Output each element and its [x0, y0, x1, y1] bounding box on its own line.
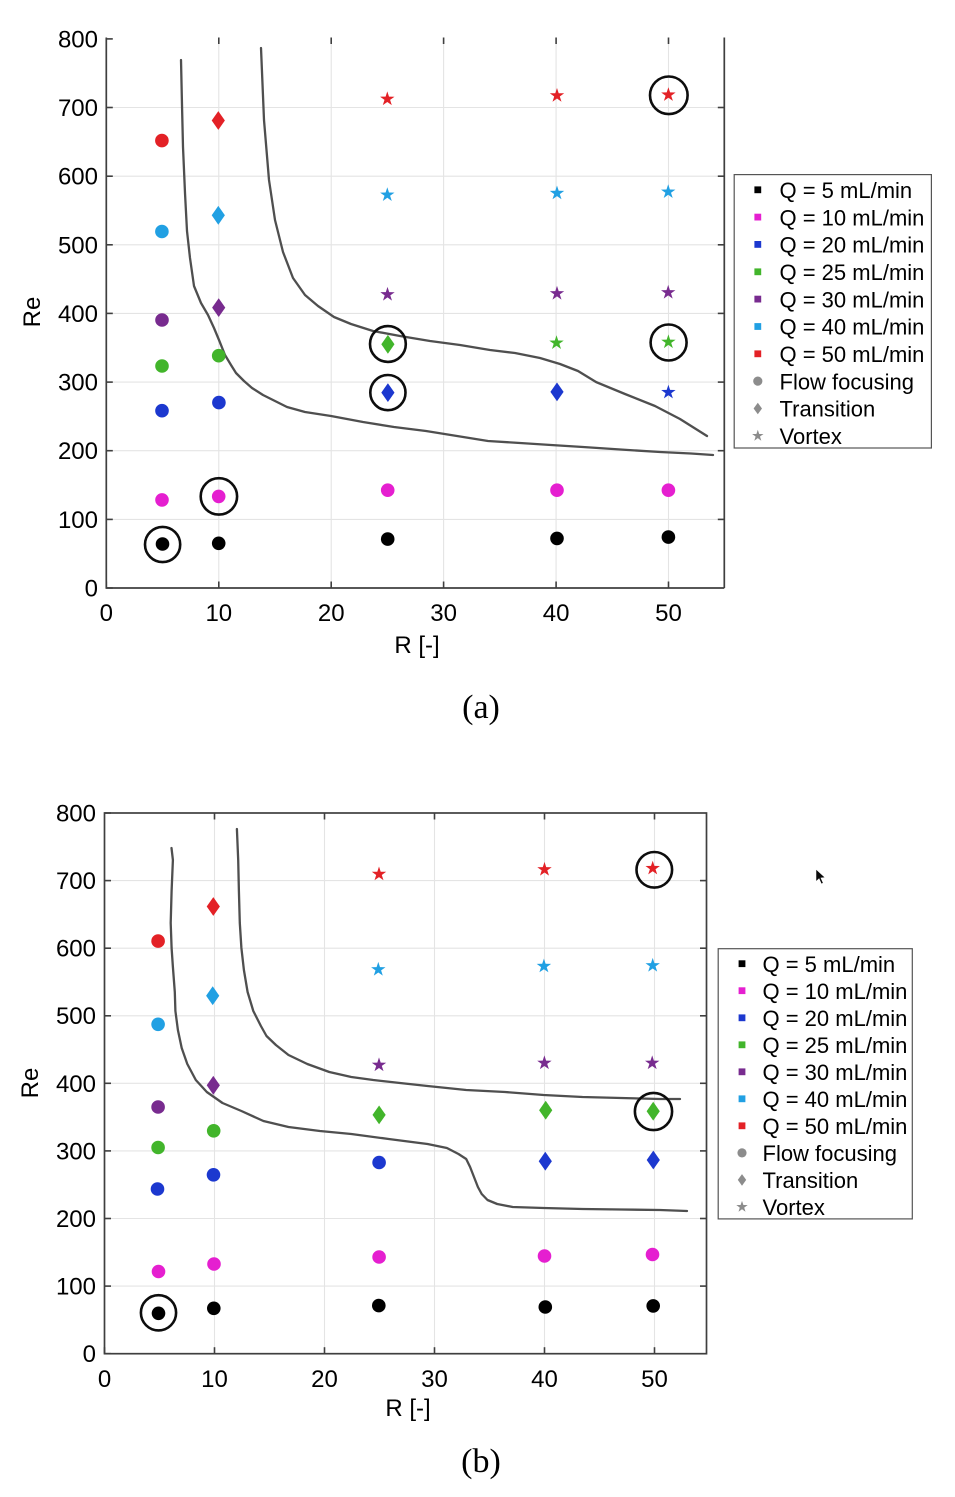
svg-text:700: 700 [56, 868, 96, 895]
svg-text:30: 30 [430, 600, 457, 627]
svg-text:Q = 25 mL/min: Q = 25 mL/min [780, 260, 925, 285]
svg-text:0: 0 [98, 1366, 111, 1393]
svg-text:Q = 20 mL/min: Q = 20 mL/min [763, 1006, 908, 1031]
svg-text:100: 100 [56, 1274, 96, 1301]
svg-text:400: 400 [58, 301, 98, 328]
svg-text:600: 600 [56, 936, 96, 963]
svg-text:30: 30 [421, 1366, 448, 1393]
svg-text:Q = 40 mL/min: Q = 40 mL/min [780, 315, 925, 340]
svg-text:700: 700 [58, 95, 98, 122]
svg-text:(b): (b) [461, 1443, 501, 1480]
svg-text:50: 50 [655, 600, 682, 627]
svg-text:Flow focusing: Flow focusing [763, 1141, 898, 1166]
svg-text:600: 600 [58, 164, 98, 191]
svg-text:Q = 30 mL/min: Q = 30 mL/min [780, 287, 925, 312]
svg-text:20: 20 [318, 600, 345, 627]
svg-text:0: 0 [100, 600, 113, 627]
svg-text:10: 10 [205, 600, 232, 627]
svg-text:R [-]: R [-] [385, 1395, 430, 1422]
svg-text:300: 300 [58, 370, 98, 397]
svg-text:40: 40 [543, 600, 570, 627]
svg-text:Transition: Transition [780, 397, 876, 422]
svg-text:R [-]: R [-] [394, 632, 439, 659]
svg-text:Q = 10 mL/min: Q = 10 mL/min [780, 205, 925, 230]
svg-text:200: 200 [58, 438, 98, 465]
svg-text:500: 500 [56, 1003, 96, 1030]
svg-text:800: 800 [56, 801, 96, 828]
svg-text:Re: Re [19, 297, 46, 328]
svg-text:Q = 50 mL/min: Q = 50 mL/min [763, 1114, 908, 1139]
svg-text:Vortex: Vortex [763, 1195, 825, 1220]
svg-text:10: 10 [201, 1366, 228, 1393]
svg-text:Q = 5 mL/min: Q = 5 mL/min [780, 178, 913, 203]
svg-text:Re: Re [17, 1068, 44, 1099]
svg-text:0: 0 [85, 576, 98, 603]
svg-text:Q = 20 mL/min: Q = 20 mL/min [780, 233, 925, 258]
svg-text:400: 400 [56, 1071, 96, 1098]
svg-text:Q = 40 mL/min: Q = 40 mL/min [763, 1087, 908, 1112]
svg-text:Q = 25 mL/min: Q = 25 mL/min [763, 1033, 908, 1058]
svg-text:20: 20 [311, 1366, 338, 1393]
svg-text:Transition: Transition [763, 1168, 859, 1193]
svg-text:Q = 30 mL/min: Q = 30 mL/min [763, 1060, 908, 1085]
svg-text:500: 500 [58, 232, 98, 259]
svg-text:Vortex: Vortex [780, 424, 842, 449]
svg-text:800: 800 [58, 26, 98, 53]
svg-text:100: 100 [58, 507, 98, 534]
svg-text:0: 0 [83, 1341, 96, 1368]
svg-text:50: 50 [641, 1366, 668, 1393]
svg-text:(a): (a) [462, 689, 500, 726]
svg-text:Q = 10 mL/min: Q = 10 mL/min [763, 979, 908, 1004]
svg-text:Q = 50 mL/min: Q = 50 mL/min [780, 342, 925, 367]
svg-text:Flow focusing: Flow focusing [780, 369, 915, 394]
svg-text:300: 300 [56, 1138, 96, 1165]
svg-text:40: 40 [531, 1366, 558, 1393]
svg-text:Q = 5 mL/min: Q = 5 mL/min [763, 952, 896, 977]
svg-text:200: 200 [56, 1206, 96, 1233]
